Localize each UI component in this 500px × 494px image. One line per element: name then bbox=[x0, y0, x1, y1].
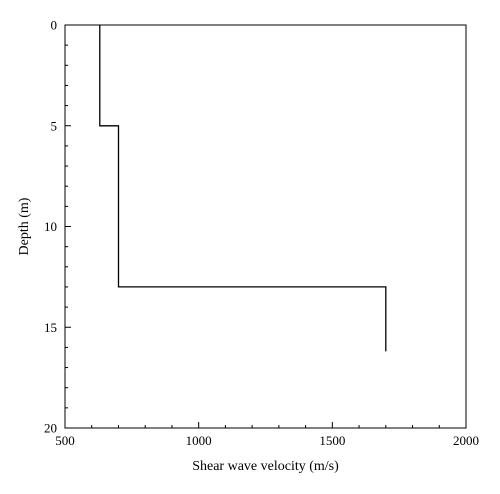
y-tick-label: 20 bbox=[44, 421, 57, 436]
plot-frame bbox=[64, 24, 467, 429]
x-axis-ticks: 500 1000 1500 2000 bbox=[55, 422, 479, 448]
y-tick-label: 0 bbox=[51, 18, 58, 33]
x-axis-label: Shear wave velocity (m/s) bbox=[192, 459, 339, 474]
x-tick-label: 2000 bbox=[453, 433, 479, 448]
series-layer bbox=[99, 25, 387, 352]
velocity-profile-line bbox=[99, 25, 387, 352]
x-tick-label: 500 bbox=[55, 433, 75, 448]
y-tick-label: 5 bbox=[51, 118, 58, 133]
y-axis-ticks: 0 5 10 15 20 bbox=[44, 18, 71, 436]
y-tick-label: 10 bbox=[44, 219, 57, 234]
y-tick-label: 15 bbox=[44, 320, 57, 335]
x-tick-label: 1500 bbox=[319, 433, 345, 448]
x-tick-label: 1000 bbox=[186, 433, 212, 448]
y-axis-label: Depth (m) bbox=[17, 197, 32, 255]
